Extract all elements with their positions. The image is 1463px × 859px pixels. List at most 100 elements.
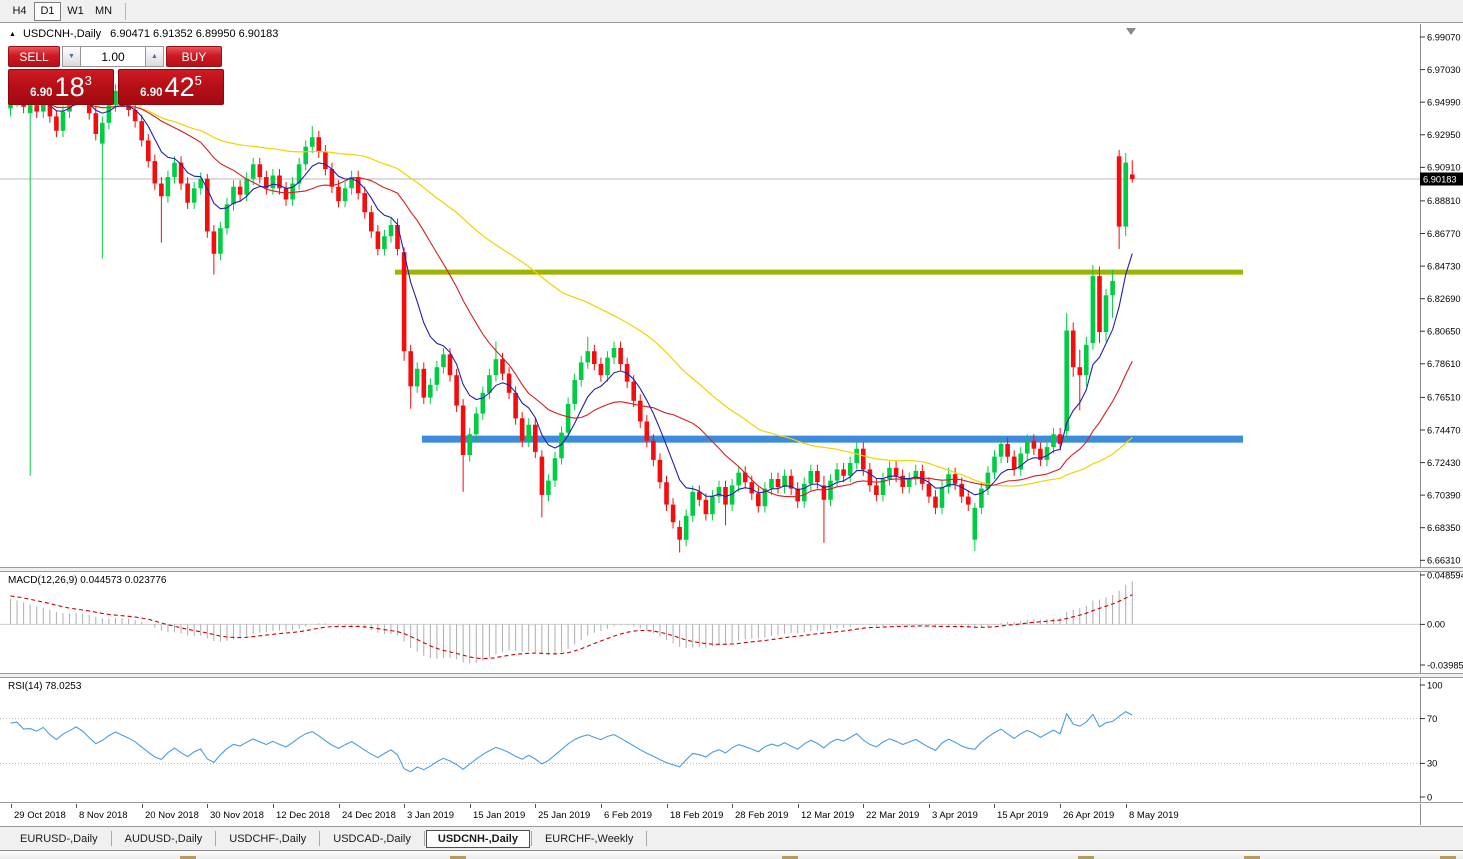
buy-price-big: 42 (164, 72, 195, 102)
date-tick (798, 804, 799, 808)
date-label: 8 Nov 2018 (79, 810, 128, 821)
tab-usdcad-daily[interactable]: USDCAD-,Daily (333, 832, 411, 845)
price-tick-label: 6.76510 (1427, 393, 1461, 403)
chart-ohlc-values: 6.90471 6.91352 6.89950 6.90183 (110, 28, 279, 40)
price-tick-label: 6.97030 (1427, 65, 1461, 75)
price-tick-label: 6.84730 (1427, 261, 1461, 271)
date-tick (994, 804, 995, 808)
current-price-tag (1420, 172, 1463, 186)
date-tick (404, 804, 405, 808)
sell-price-base: 6.90 (30, 87, 53, 99)
date-tick (863, 804, 864, 808)
tab-separator (646, 831, 648, 846)
rsi-tick-label: 70 (1427, 714, 1437, 724)
date-label: 25 Jan 2019 (538, 810, 591, 821)
timeframe-button-d1[interactable]: D1 (34, 1, 61, 21)
price-tick-label: 6.78610 (1427, 359, 1461, 369)
rsi-tick-label: 100 (1427, 680, 1443, 690)
price-tick-label: 6.66310 (1427, 556, 1461, 566)
buy-price-display[interactable]: 6.90 42 5 (118, 69, 224, 105)
date-tick (142, 804, 143, 808)
pane-separator[interactable] (0, 567, 1463, 572)
date-label: 26 Apr 2019 (1063, 810, 1115, 821)
tab-separator (319, 831, 321, 846)
macd-histogram (10, 581, 1133, 664)
date-tick (273, 804, 274, 808)
date-tick (732, 804, 733, 808)
date-label: 6 Feb 2019 (604, 810, 653, 821)
date-label: 29 Oct 2018 (14, 810, 66, 821)
tab-separator (423, 831, 425, 846)
price-tick-label: 6.70390 (1427, 490, 1461, 500)
timeframe-button-h4[interactable]: H4 (6, 2, 33, 21)
date-tick (207, 804, 208, 808)
candlestick-layer (8, 76, 1135, 553)
macd-indicator-pane[interactable]: 0.048594 0.00 -0.039856 (0, 572, 1463, 673)
date-label: 24 Dec 2018 (342, 810, 396, 821)
volume-input[interactable] (81, 46, 145, 67)
tab-eurusd-daily[interactable]: EURUSD-,Daily (20, 832, 98, 845)
autoscroll-marker-icon (1126, 28, 1136, 35)
pane-separator[interactable] (0, 673, 1463, 678)
current-price-tag-label: 6.90183 (1423, 174, 1457, 184)
price-tick-label: 6.82690 (1427, 294, 1461, 304)
tab-separator (530, 831, 532, 846)
price-tick-label: 6.92950 (1427, 130, 1461, 140)
one-click-trading-panel: SELL ▼ ▲ BUY 6.90 18 3 6.90 42 5 (8, 46, 226, 105)
rsi-label: RSI(14) 78.0253 (8, 681, 82, 692)
ma-fast-line (10, 97, 1133, 498)
price-tick-label: 6.94990 (1427, 98, 1461, 108)
chevron-down-icon: ▼ (68, 53, 75, 60)
date-tick (76, 804, 77, 808)
date-axis[interactable]: 29 Oct 2018 8 Nov 2018 20 Nov 2018 30 Nov 2… (0, 804, 1420, 825)
price-chart-pane[interactable]: 6.99070 6.97030 6.94990 6.92950 6.90910 6.888… (0, 24, 1463, 567)
rsi-tick-label: 30 (1427, 759, 1437, 769)
buy-button[interactable]: BUY (166, 46, 222, 67)
tab-eurchf-weekly[interactable]: EURCHF-,Weekly (544, 832, 634, 845)
tab-usdchf-daily[interactable]: USDCHF-,Daily (229, 832, 307, 845)
timeframe-toolbar: H4 D1 W1 MN (0, 0, 1463, 23)
chart-tab-bar: EURUSD-,Daily AUDUSD-,Daily USDCHF-,Daily U… (0, 826, 1463, 850)
sell-price-sup: 3 (84, 73, 92, 88)
sell-price-big: 18 (54, 72, 85, 102)
date-tick (929, 804, 930, 808)
date-tick (470, 804, 471, 808)
date-label: 8 May 2019 (1129, 810, 1179, 821)
date-label: 18 Feb 2019 (670, 810, 724, 821)
ma-slow-line (10, 94, 1133, 487)
ma-mid-line (10, 94, 1133, 498)
rsi-tick-label: 0 (1427, 792, 1432, 802)
bottom-clipped-row (0, 850, 1463, 859)
macd-tick-label: 0.048594 (1427, 572, 1463, 580)
date-tick (1126, 804, 1127, 808)
timeframe-button-w1[interactable]: W1 (62, 2, 89, 21)
rsi-indicator-pane[interactable]: 100 70 30 0 (0, 678, 1463, 802)
price-tick-label: 6.68350 (1427, 523, 1461, 533)
date-label: 30 Nov 2018 (210, 810, 264, 821)
date-label: 3 Jan 2019 (407, 810, 455, 821)
collapse-panel-icon[interactable]: ▲ (9, 30, 16, 38)
timeframe-button-mn[interactable]: MN (90, 2, 117, 21)
date-label: 3 Apr 2019 (932, 810, 978, 821)
axis-line (1420, 804, 1421, 825)
sell-price-display[interactable]: 6.90 18 3 (8, 69, 114, 105)
date-label: 20 Nov 2018 (145, 810, 199, 821)
macd-signal-line (10, 594, 1133, 660)
date-label: 15 Jan 2019 (473, 810, 526, 821)
tab-usdcnh-daily[interactable]: USDCNH-,Daily (425, 829, 530, 848)
chevron-up-icon: ▲ (151, 53, 158, 60)
volume-decrease-button[interactable]: ▼ (62, 46, 81, 67)
volume-increase-button[interactable]: ▲ (145, 46, 164, 67)
price-tick-label: 6.74470 (1427, 425, 1461, 435)
date-label: 28 Feb 2019 (735, 810, 789, 821)
tab-separator (110, 831, 112, 846)
axis-separator (0, 802, 1463, 805)
tab-separator (215, 831, 217, 846)
macd-tick-label: 0.00 (1427, 620, 1445, 630)
date-tick (601, 804, 602, 808)
tab-audusd-daily[interactable]: AUDUSD-,Daily (124, 832, 203, 845)
sell-button[interactable]: SELL (8, 46, 60, 67)
date-tick (535, 804, 536, 808)
macd-label: MACD(12,26,9) 0.044573 0.023776 (8, 575, 167, 586)
